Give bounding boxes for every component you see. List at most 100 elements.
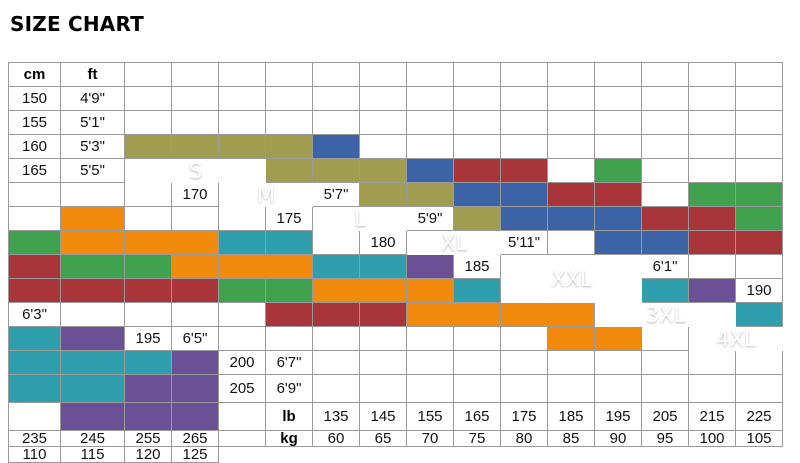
weight-lb-value: 175 [501,403,548,431]
size-cell-m [501,207,548,231]
size-cell-l [313,303,360,327]
grid-cell-empty [9,207,61,231]
grid-cell-empty [266,327,313,351]
grid-cell-empty [548,111,595,135]
size-cell-xxl [266,255,313,279]
size-label-l: L [354,207,366,231]
col-header-cm: cm [9,63,61,87]
grid-cell-empty [736,159,783,183]
size-cell-xl [689,183,736,207]
grid-cell-empty [407,111,454,135]
size-label-4xl: 4XL [716,327,756,351]
size-cell-xl [9,231,61,255]
height-ft-value: 5'11" [501,231,548,255]
weight-lb-value: 225 [736,403,783,431]
grid-cell-empty [548,63,595,87]
grid-cell-empty [172,87,219,111]
weight-lb-value: 145 [360,403,407,431]
grid-cell-empty [736,255,783,279]
height-ft-value: 6'5" [172,327,219,351]
grid-cell-empty [454,375,501,403]
weight-lb-value: 255 [125,431,172,447]
grid-cell-empty [313,351,360,375]
grid-cell-empty [689,87,736,111]
col-header-ft: ft [61,63,125,87]
grid-cell-empty [360,63,407,87]
height-cm-value: 185 [454,255,501,279]
grid-cell-empty [689,375,736,403]
size-cell-s [219,135,266,159]
grid-cell-empty [642,375,689,403]
grid-cell-empty [172,63,219,87]
weight-kg-value: 115 [61,447,125,463]
size-cell-m [642,231,689,255]
height-cm-value: 155 [9,111,61,135]
size-cell-s [313,159,360,183]
grid-cell-empty [360,111,407,135]
grid-cell-empty [454,63,501,87]
weight-kg-value: 120 [125,447,172,463]
size-cell-l [125,279,172,303]
weight-lb-value: 265 [172,431,219,447]
weight-kg-value: 110 [9,447,61,463]
grid-cell-empty [595,375,642,403]
grid-cell-empty [501,351,548,375]
size-cell-4xl [61,403,125,431]
height-ft-value: 6'9" [266,375,313,403]
grid-cell-empty [219,303,266,327]
size-cell-m [501,183,548,207]
grid-cell-empty [689,135,736,159]
size-cell-s [454,207,501,231]
size-cell-4xl [125,403,172,431]
grid-cell-empty [689,255,736,279]
size-cell-l [61,279,125,303]
weight-kg-value: 90 [595,431,642,447]
grid-cell-empty [501,87,548,111]
size-cell-xl [736,183,783,207]
height-cm-value: 150 [9,87,61,111]
grid-cell-empty [125,207,172,231]
weight-lb-value: 245 [61,431,125,447]
grid-cell-empty [266,63,313,87]
size-cell-s [360,183,407,207]
grid-cell-empty [125,183,172,207]
size-cell-3xl [125,351,172,375]
weight-lb-value: 185 [548,403,595,431]
grid-cell-empty [642,135,689,159]
height-cm-value: 165 [9,159,61,183]
grid-cell-empty [219,111,266,135]
size-chart-grid: cm ft 150 4'9" 155 5'1" 160 5'3" 165 5'5" 170 5'7" 1… [8,62,783,463]
grid-cell-empty [454,135,501,159]
size-cell-xl [595,159,642,183]
grid-cell-empty [595,111,642,135]
grid-cell-empty [313,111,360,135]
size-label-xxl: XXL [551,267,592,291]
weight-lb-value: 135 [313,403,360,431]
size-cell-3xl [9,375,61,403]
grid-cell-empty [219,63,266,87]
grid-cell-empty [642,159,689,183]
size-cell-m [313,135,360,159]
grid-cell-empty [501,327,548,351]
grid-cell-empty [454,327,501,351]
size-cell-s [125,135,172,159]
weight-kg-value: 95 [642,431,689,447]
grid-cell-empty [219,207,266,231]
grid-cell-empty [736,351,783,375]
weight-lb-value: 215 [689,403,736,431]
size-cell-l [689,231,736,255]
size-cell-xxl [548,303,595,327]
size-cell-l [172,279,219,303]
grid-cell-empty [689,111,736,135]
grid-cell-empty [689,351,736,375]
row-header-lb: lb [266,403,313,431]
size-cell-4xl [689,279,736,303]
grid-cell-empty [360,327,407,351]
grid-cell-empty [407,351,454,375]
size-cell-3xl [219,231,266,255]
grid-cell-empty [595,87,642,111]
size-cell-xxl [125,231,172,255]
size-cell-xxl [360,279,407,303]
size-cell-xxl [501,303,548,327]
grid-cell-empty [125,111,172,135]
